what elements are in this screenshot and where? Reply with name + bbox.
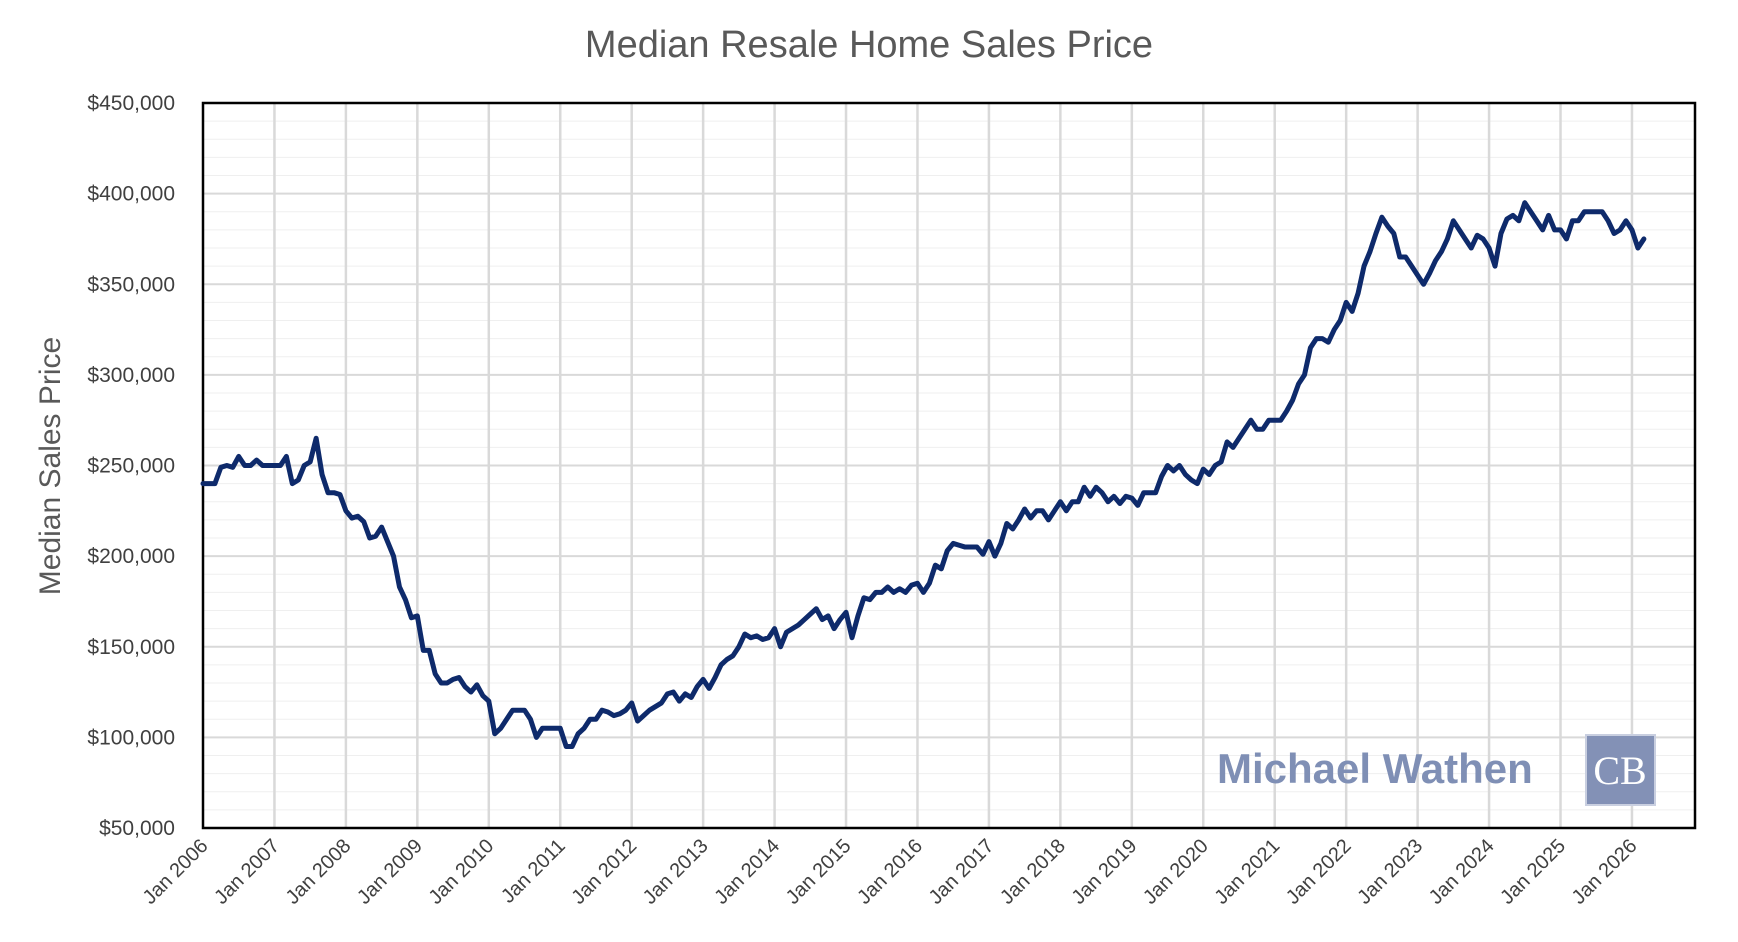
logo-lettering: CB <box>1593 748 1646 793</box>
x-tick-label: Jan 2025 <box>1496 835 1570 909</box>
x-tick-label: Jan 2006 <box>139 835 213 909</box>
x-tick-label: Jan 2022 <box>1282 835 1356 909</box>
x-tick-label: Jan 2008 <box>282 835 356 909</box>
x-tick-label: Jan 2013 <box>639 835 713 909</box>
y-tick-label: $100,000 <box>87 726 175 749</box>
x-tick-label: Jan 2017 <box>925 835 999 909</box>
y-tick-label: $150,000 <box>87 636 175 659</box>
y-tick-label: $200,000 <box>87 545 175 568</box>
x-tick-label: Jan 2019 <box>1068 835 1142 909</box>
y-tick-label: $300,000 <box>87 364 175 387</box>
x-tick-label: Jan 2016 <box>853 835 927 909</box>
x-tick-label: Jan 2018 <box>996 835 1070 909</box>
y-tick-label: $250,000 <box>87 455 175 478</box>
x-tick-label: Jan 2021 <box>1211 835 1285 909</box>
y-tick-label: $50,000 <box>99 817 175 840</box>
x-tick-label: Jan 2007 <box>210 835 284 909</box>
y-tick-label: $350,000 <box>87 273 175 296</box>
watermark-text: Michael Wathen <box>1217 745 1533 792</box>
plot-area-frame <box>201 101 1697 830</box>
x-tick-label: Jan 2015 <box>782 835 856 909</box>
y-axis-label: Median Sales Price <box>34 337 67 595</box>
x-tick-label: Jan 2010 <box>425 835 499 909</box>
x-tick-label: Jan 2024 <box>1425 835 1499 909</box>
x-tick-label: Jan 2023 <box>1353 835 1427 909</box>
coldwell-banker-logo: CB <box>1585 734 1656 806</box>
y-tick-label: $400,000 <box>87 183 175 206</box>
chart-title: Median Resale Home Sales Price <box>585 24 1153 66</box>
x-tick-label: Jan 2012 <box>567 835 641 909</box>
y-axis-ticks: $50,000 $100,000 $150,000 $200,000 $250,000 $… <box>87 92 175 840</box>
x-tick-label: Jan 2014 <box>710 835 784 909</box>
minor-gridlines <box>203 120 1695 811</box>
x-tick-label: Jan 2020 <box>1139 835 1213 909</box>
x-tick-label: Jan 2011 <box>497 835 570 908</box>
x-tick-label: Jan 2026 <box>1568 835 1642 909</box>
data-points <box>202 202 1644 747</box>
y-tick-label: $450,000 <box>87 92 175 115</box>
x-tick-label: Jan 2009 <box>353 835 427 909</box>
